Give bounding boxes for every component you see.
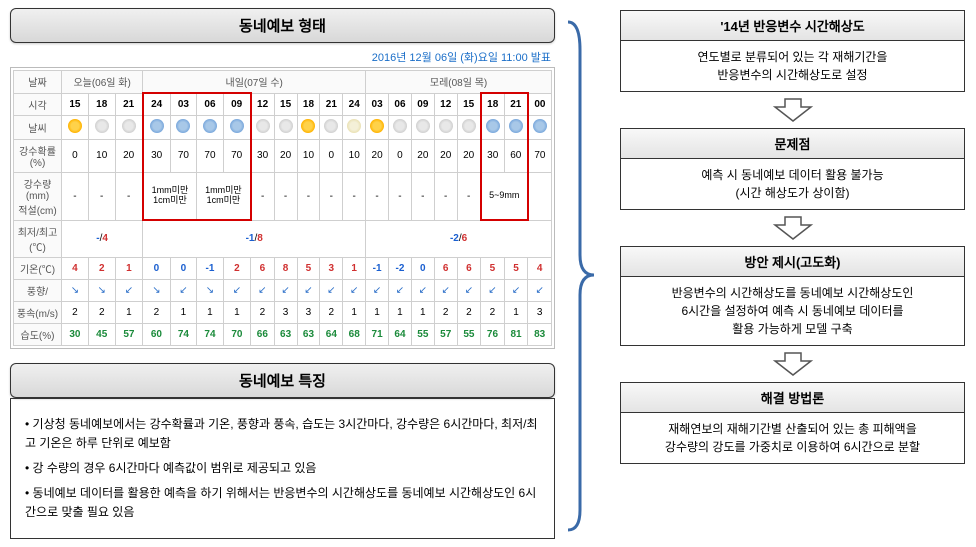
right-panel: '14년 반응변수 시간해상도연도별로 분류되어 있는 각 재해기간을반응변수의…: [620, 10, 965, 464]
forecast-feature-header: 동네예보 특징: [10, 363, 555, 398]
weather-table: 날짜오늘(06일 화)내일(07일 수)모레(08일 목)시각151821240…: [13, 70, 552, 346]
brace-connector: [560, 10, 600, 540]
arrow-down-icon: [620, 215, 965, 241]
flow-body: 재해연보의 재해기간별 산출되어 있는 총 피해액을강수량의 강도를 가중치로 …: [620, 413, 965, 464]
arrow-down-icon: [620, 97, 965, 123]
forecast-feature-body: • 기상청 동네예보에서는 강수확률과 기온, 풍향과 풍속, 습도는 3시간마…: [10, 398, 555, 540]
flow-header: '14년 반응변수 시간해상도: [620, 10, 965, 41]
arrow-down-icon: [620, 351, 965, 377]
bullet-item: • 기상청 동네예보에서는 강수확률과 기온, 풍향과 풍속, 습도는 3시간마…: [25, 415, 540, 453]
flow-header: 문제점: [620, 128, 965, 159]
forecast-format-header: 동네예보 형태: [10, 8, 555, 43]
flow-header: 해결 방법론: [620, 382, 965, 413]
flow-body: 예측 시 동네예보 데이터 활용 불가능(시간 해상도가 상이함): [620, 159, 965, 210]
flow-body: 연도별로 분류되어 있는 각 재해기간을반응변수의 시간해상도로 설정: [620, 41, 965, 92]
flow-block: 문제점예측 시 동네예보 데이터 활용 불가능(시간 해상도가 상이함): [620, 128, 965, 210]
flow-block: 방안 제시(고도화)반응변수의 시간해상도를 동네예보 시간해상도인6시간을 설…: [620, 246, 965, 346]
publish-date: 2016년 12월 06일 (화)요일 11:00 발표: [10, 49, 551, 65]
flow-block: 해결 방법론재해연보의 재해기간별 산출되어 있는 총 피해액을강수량의 강도를…: [620, 382, 965, 464]
left-panel: 동네예보 형태 2016년 12월 06일 (화)요일 11:00 발표 날짜오…: [10, 8, 555, 539]
weather-table-container: 날짜오늘(06일 화)내일(07일 수)모레(08일 목)시각151821240…: [10, 67, 555, 349]
bullet-item: • 동네예보 데이터를 활용한 예측을 하기 위해서는 반응변수의 시간해상도를…: [25, 484, 540, 522]
flow-body: 반응변수의 시간해상도를 동네예보 시간해상도인6시간을 설정하여 예측 시 동…: [620, 277, 965, 346]
flow-header: 방안 제시(고도화): [620, 246, 965, 277]
bullet-item: • 강 수량의 경우 6시간마다 예측값이 범위로 제공되고 있음: [25, 459, 540, 478]
flow-block: '14년 반응변수 시간해상도연도별로 분류되어 있는 각 재해기간을반응변수의…: [620, 10, 965, 92]
